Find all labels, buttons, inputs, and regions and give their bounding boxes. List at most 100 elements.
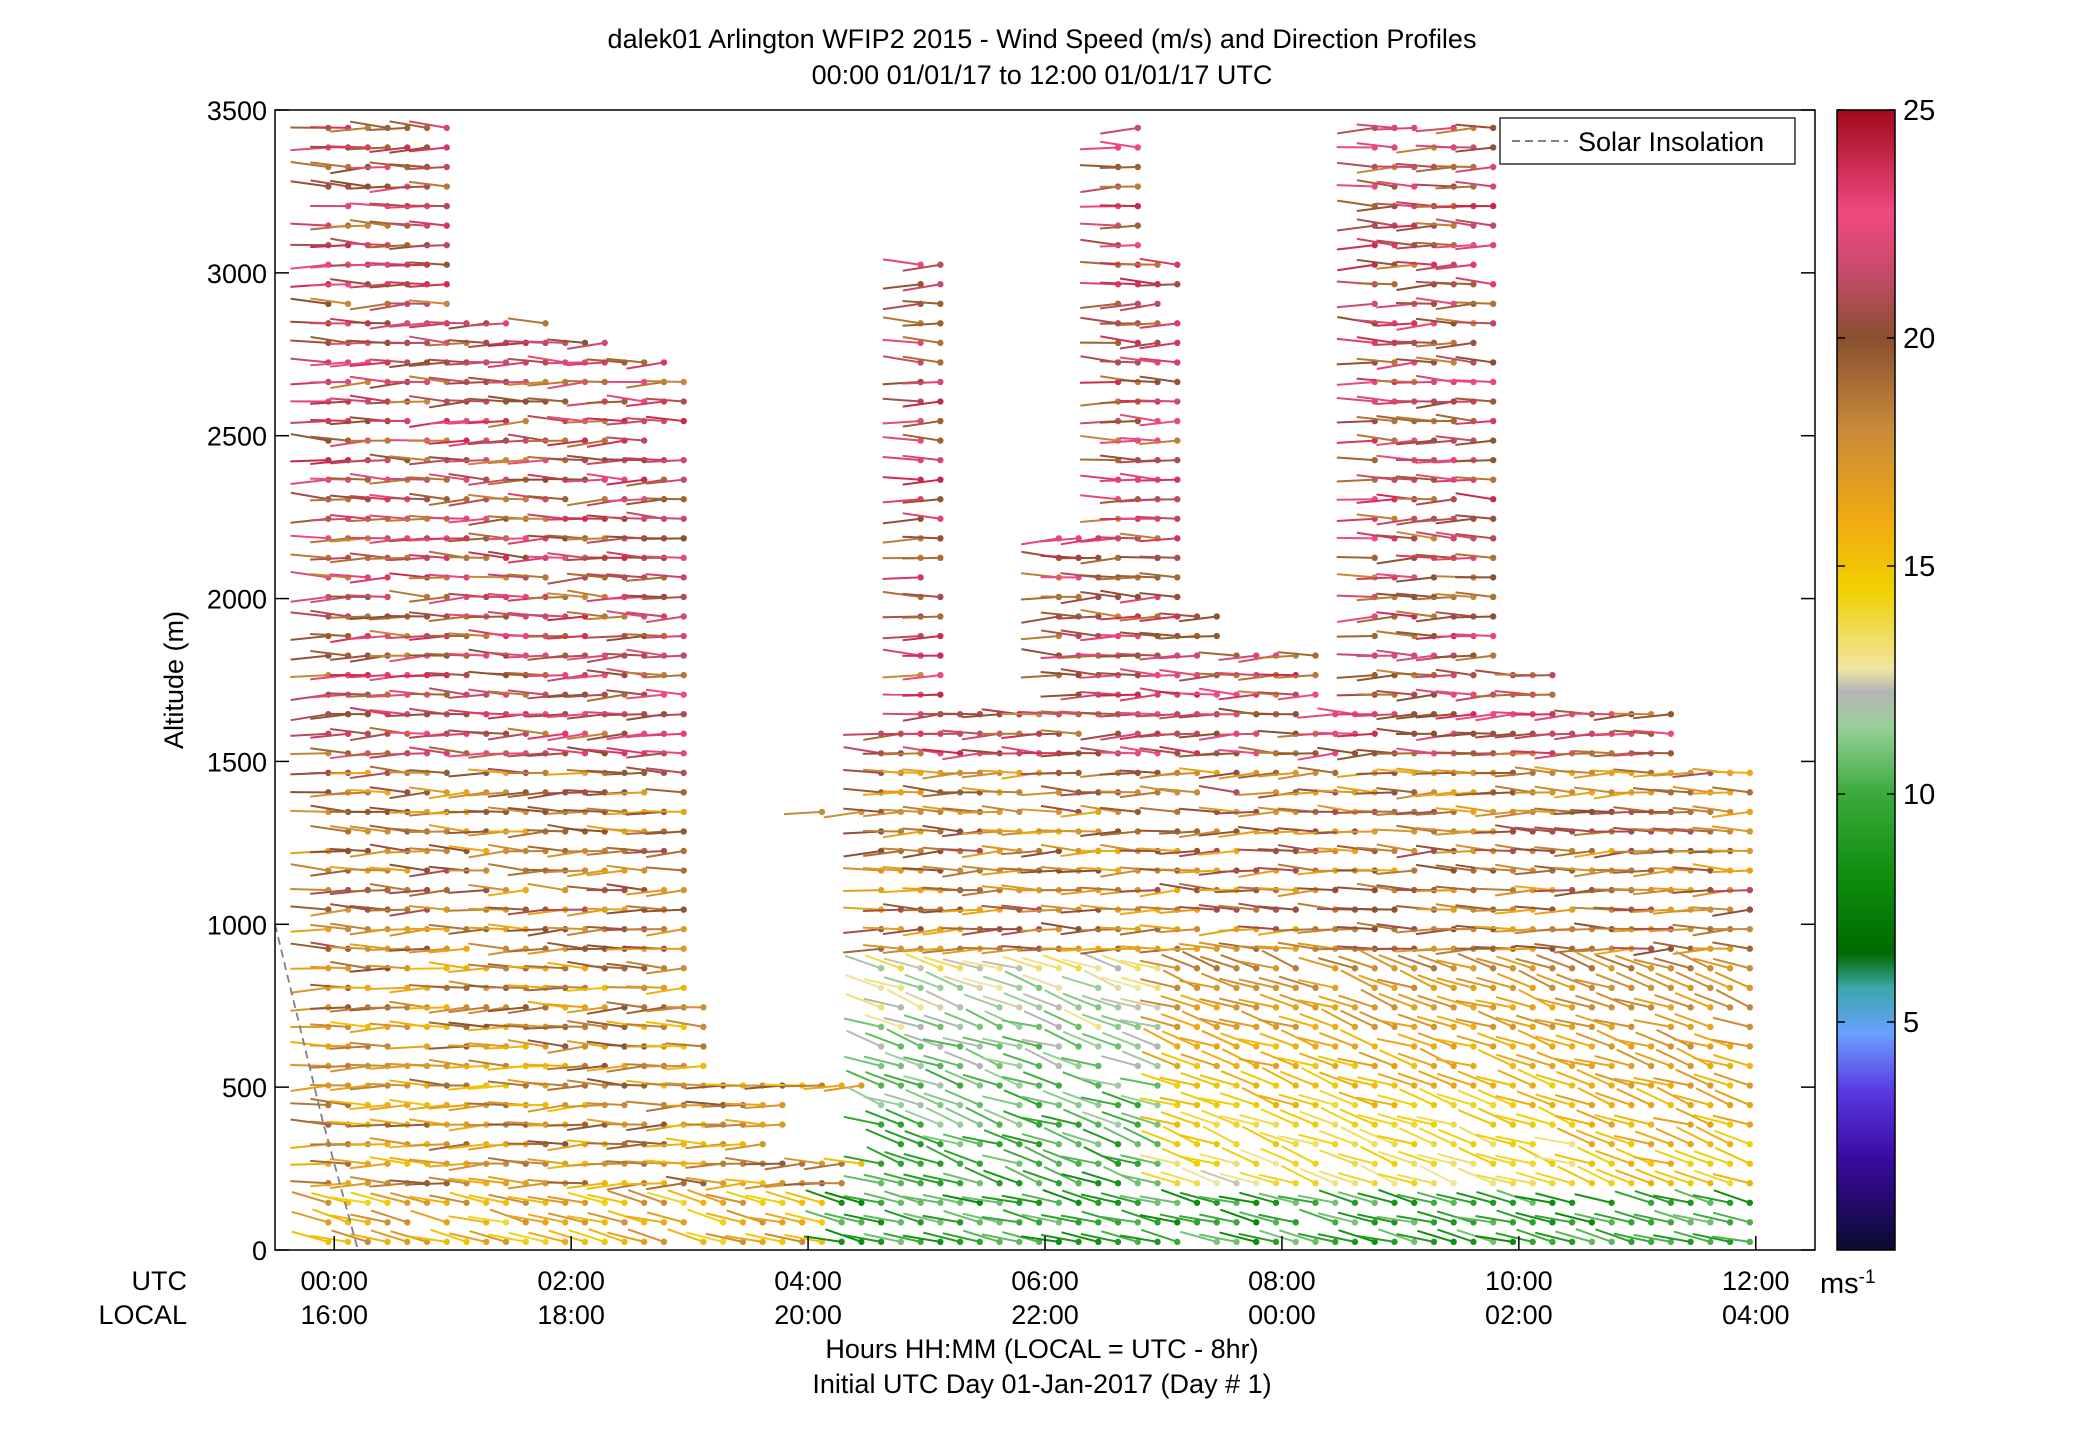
wind-barb-dot xyxy=(977,965,983,971)
wind-barb xyxy=(1218,734,1256,735)
wind-barb-dot xyxy=(1332,1043,1338,1049)
wind-barb xyxy=(1080,459,1118,460)
wind-barb-dot xyxy=(878,965,884,971)
wind-barb-dot xyxy=(1628,1004,1634,1010)
wind-barb-dot xyxy=(1411,1239,1417,1245)
wind-barb-dot xyxy=(977,1239,983,1245)
wind-barb-dot xyxy=(1214,965,1220,971)
wind-barb-dot xyxy=(917,1141,923,1147)
wind-barb xyxy=(547,1182,585,1183)
wind-barb xyxy=(1139,284,1177,285)
wind-barb-dot xyxy=(1233,1063,1239,1069)
wind-barb xyxy=(389,812,427,813)
wind-barb-dot xyxy=(1174,535,1180,541)
wind-barb-dot xyxy=(1214,985,1220,991)
wind-barb-dot xyxy=(1293,1102,1299,1108)
wind-barb xyxy=(389,851,427,852)
wind-barb xyxy=(1478,1090,1513,1105)
wind-barb-dot xyxy=(1648,1043,1654,1049)
wind-barb-dot xyxy=(1174,1219,1180,1225)
wind-barb-dot xyxy=(1391,281,1397,287)
wind-barb-dot xyxy=(878,1102,884,1108)
wind-barb-dot xyxy=(1154,1239,1160,1245)
wind-barb-dot xyxy=(1312,1004,1318,1010)
wind-barb xyxy=(548,577,585,583)
wind-barb-dot xyxy=(1293,1043,1299,1049)
wind-barb-dot xyxy=(1174,476,1180,482)
wind-barb-dot xyxy=(1470,1043,1476,1049)
wind-barb-dot xyxy=(1332,1180,1338,1186)
wind-barb-dot xyxy=(1668,1160,1674,1166)
wind-barb-dot xyxy=(1135,1043,1141,1049)
wind-barb-dot xyxy=(1608,1141,1614,1147)
wind-barb xyxy=(883,577,921,579)
wind-barb-dot xyxy=(977,1043,983,1049)
wind-barb-dot xyxy=(1549,1102,1555,1108)
wind-barb-dot xyxy=(680,867,686,873)
wind-barb-dot xyxy=(1075,1180,1081,1186)
wind-barb-dot xyxy=(602,1239,608,1245)
wind-barb-dot xyxy=(1233,1180,1239,1186)
wind-barb xyxy=(902,301,940,304)
wind-barb xyxy=(1416,890,1454,891)
wind-barb-dot xyxy=(1194,1200,1200,1206)
wind-barb xyxy=(448,773,486,777)
wind-barb-dot xyxy=(1075,1160,1081,1166)
wind-barb xyxy=(389,282,427,284)
wind-barb-dot xyxy=(483,867,489,873)
wind-barb-dot xyxy=(1490,1004,1496,1010)
wind-barb-dot xyxy=(1648,965,1654,971)
wind-barb-dot xyxy=(1135,1004,1141,1010)
wind-barb-dot xyxy=(1135,125,1141,131)
wind-barb xyxy=(883,437,921,440)
wind-barb-dot xyxy=(1056,1160,1062,1166)
wind-barb-dot xyxy=(1095,1043,1101,1049)
wind-barb-dot xyxy=(365,1200,371,1206)
wind-barb-dot xyxy=(444,1239,450,1245)
wind-barb-dot xyxy=(680,691,686,697)
wind-barb-dot xyxy=(1036,1200,1042,1206)
wind-barb-dot xyxy=(680,965,686,971)
wind-barb-dot xyxy=(1075,1239,1081,1245)
wind-barb xyxy=(587,616,625,619)
wind-barb-dot xyxy=(1174,594,1180,600)
wind-barb xyxy=(527,557,565,558)
wind-barb-dot xyxy=(1628,985,1634,991)
wind-barb xyxy=(705,1144,743,1146)
wind-barb xyxy=(844,1018,881,1026)
wind-barb-dot xyxy=(937,1024,943,1030)
wind-barb-dot xyxy=(483,1239,489,1245)
wind-barb-dot xyxy=(1608,1004,1614,1010)
wind-barb-dot xyxy=(1075,1063,1081,1069)
wind-barb xyxy=(926,991,960,1007)
wind-barb xyxy=(448,460,486,461)
wind-barb-dot xyxy=(1648,1239,1654,1245)
wind-barb-dot xyxy=(759,1141,765,1147)
wind-barb xyxy=(1101,1056,1138,1066)
wind-barb-dot xyxy=(977,1121,983,1127)
wind-barb-dot xyxy=(1608,1200,1614,1206)
wind-barb xyxy=(1514,810,1552,811)
wind-barb xyxy=(883,304,921,309)
wind-barb xyxy=(389,772,427,773)
wind-barb xyxy=(527,830,565,831)
wind-barb-dot xyxy=(819,1200,825,1206)
wind-barb xyxy=(646,910,684,912)
wind-barb-dot xyxy=(937,1063,943,1069)
wind-barb-dot xyxy=(1470,1024,1476,1030)
wind-barb xyxy=(1396,342,1434,343)
wind-barb-dot xyxy=(1135,1102,1141,1108)
wind-barb-dot xyxy=(1648,985,1654,991)
wind-barb-dot xyxy=(1352,1063,1358,1069)
wind-barb-dot xyxy=(1214,1063,1220,1069)
wind-barb-dot xyxy=(1490,281,1496,287)
wind-barb xyxy=(291,656,329,660)
wind-barb-dot xyxy=(1233,1121,1239,1127)
wind-barb xyxy=(1080,692,1118,695)
wind-barb-dot xyxy=(1174,1180,1180,1186)
wind-barb-dot xyxy=(1569,985,1575,991)
wind-barb xyxy=(1356,283,1394,284)
wind-barb-dot xyxy=(1115,1160,1121,1166)
wind-barb xyxy=(646,675,684,677)
wind-barb-dot xyxy=(1589,1219,1595,1225)
